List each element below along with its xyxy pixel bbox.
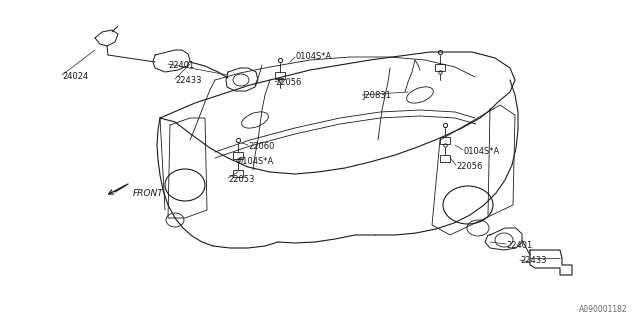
Text: 0104S*A: 0104S*A	[463, 147, 499, 156]
Text: J20831: J20831	[362, 91, 391, 100]
Text: 0104S*A: 0104S*A	[295, 52, 332, 61]
Text: 0104S*A: 0104S*A	[238, 157, 275, 166]
Text: 22433: 22433	[520, 256, 547, 265]
Text: 22433: 22433	[175, 76, 202, 85]
Text: 22056: 22056	[456, 162, 483, 171]
Text: FRONT: FRONT	[133, 189, 164, 198]
Text: 24024: 24024	[62, 72, 88, 81]
Text: 22056: 22056	[275, 78, 301, 87]
Text: 22401: 22401	[168, 61, 195, 70]
Text: A090001182: A090001182	[579, 305, 628, 314]
Text: 22060: 22060	[248, 142, 275, 151]
Text: 22053: 22053	[228, 175, 254, 184]
Text: 22401: 22401	[506, 241, 532, 250]
